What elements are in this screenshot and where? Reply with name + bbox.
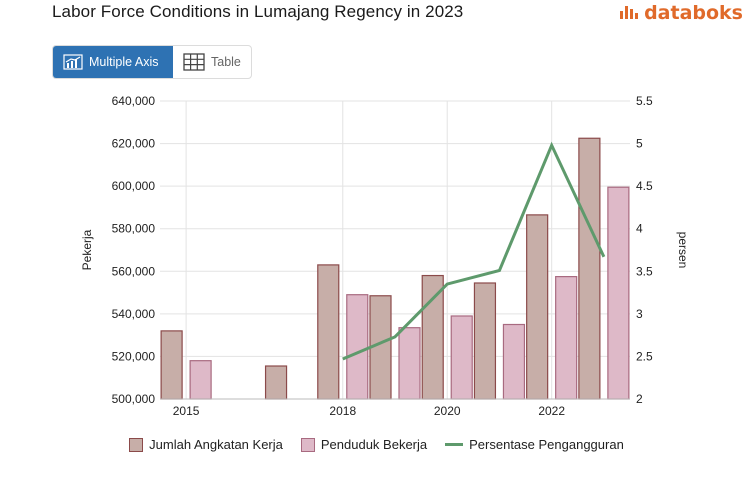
chart-legend: Jumlah Angkatan Kerja Penduduk Bekerja P… <box>0 437 753 452</box>
legend-item-persentase-pengangguran[interactable]: Persentase Pengangguran <box>445 437 624 452</box>
legend-swatch-persentase-pengangguran <box>445 443 464 446</box>
y-right-tick-label: 3.5 <box>636 264 653 278</box>
multiple-axis-label: Multiple Axis <box>89 55 159 69</box>
y-left-tick-label: 620,000 <box>112 137 156 151</box>
bar-jumlah-angkatan-kerja <box>526 214 549 400</box>
bar-penduduk-bekerja <box>346 294 369 400</box>
y-right-axis-title: persen <box>676 232 690 269</box>
combo-chart: 500,000 520,000 540,000 560,000 580,000 600,0… <box>80 94 690 418</box>
bar-jumlah-angkatan-kerja <box>421 274 444 400</box>
legend-label-penduduk-bekerja: Penduduk Bekerja <box>320 437 428 452</box>
x-tick-label: 2020 <box>434 404 461 418</box>
y-left-tick-label: 600,000 <box>112 179 156 193</box>
y-left-tick-label: 580,000 <box>112 222 156 236</box>
view-toggle: Multiple Axis Table <box>52 45 252 79</box>
y-left-tick-label: 500,000 <box>112 392 156 406</box>
bar-penduduk-bekerja <box>555 276 578 400</box>
legend-label-angkatan-kerja: Jumlah Angkatan Kerja <box>149 437 283 452</box>
brand-name: databoks <box>644 2 743 24</box>
bar-jumlah-angkatan-kerja <box>578 137 601 400</box>
y-left-axis-title: Pekerja <box>80 229 94 270</box>
x-tick-label: 2015 <box>173 404 200 418</box>
bar-penduduk-bekerja <box>398 327 421 400</box>
y-right-tick-label: 2.5 <box>636 349 653 363</box>
bar-jumlah-angkatan-kerja <box>160 330 183 400</box>
y-right-tick-label: 5 <box>636 137 643 151</box>
legend-item-penduduk-bekerja[interactable]: Penduduk Bekerja <box>300 437 428 452</box>
y-right-tick-label: 2 <box>636 392 643 406</box>
table-icon <box>183 53 205 71</box>
bar-jumlah-angkatan-kerja <box>473 282 497 400</box>
chart-title: Labor Force Conditions in Lumajang Regen… <box>52 2 464 21</box>
legend-item-angkatan-kerja[interactable]: Jumlah Angkatan Kerja <box>129 437 283 452</box>
legend-label-persentase-pengangguran: Persentase Pengangguran <box>469 437 624 452</box>
legend-swatch-penduduk-bekerja <box>300 437 315 452</box>
bar-penduduk-bekerja <box>607 186 630 400</box>
y-left-tick-label: 640,000 <box>112 94 156 108</box>
legend-swatch-angkatan-kerja <box>129 437 144 452</box>
x-tick-label: 2022 <box>538 404 565 418</box>
multiple-axis-button[interactable]: Multiple Axis <box>53 46 173 78</box>
brand-logo-icon <box>620 6 639 19</box>
y-left-tick-label: 560,000 <box>112 264 156 278</box>
x-tick-label: 2018 <box>329 404 356 418</box>
databoks-logo: databoks <box>619 2 743 24</box>
y-right-tick-label: 4 <box>636 222 643 236</box>
y-right-tick-label: 5.5 <box>636 94 653 108</box>
bar-jumlah-angkatan-kerja <box>317 264 340 400</box>
chart-icon <box>63 54 83 70</box>
bar-penduduk-bekerja <box>450 315 473 400</box>
bar-penduduk-bekerja <box>189 360 212 400</box>
chart-area: 500,000 520,000 540,000 560,000 580,000 600,0… <box>80 94 690 418</box>
table-button[interactable]: Table <box>173 46 251 78</box>
bar-jumlah-angkatan-kerja <box>264 365 288 400</box>
table-label: Table <box>211 55 241 69</box>
line-persentase-pengangguran <box>342 141 606 361</box>
bar-penduduk-bekerja <box>502 323 526 400</box>
y-left-tick-label: 520,000 <box>112 349 156 363</box>
y-right-tick-label: 4.5 <box>636 179 653 193</box>
y-right-tick-label: 3 <box>636 307 643 321</box>
y-left-tick-label: 540,000 <box>112 307 156 321</box>
